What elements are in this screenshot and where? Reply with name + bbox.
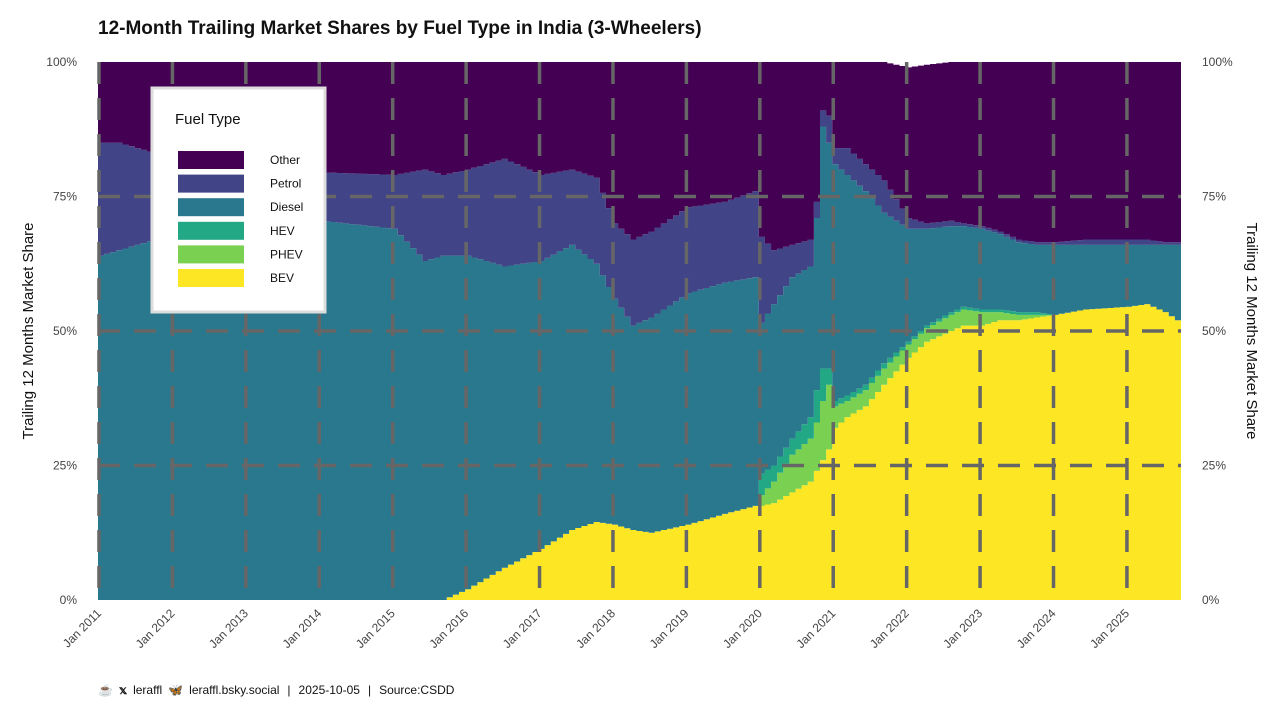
- y-tick-label-right: 0%: [1202, 593, 1220, 607]
- legend-swatch-phev: [178, 245, 244, 264]
- grid-layer: [97, 62, 1181, 600]
- footer: ☕ 𝕩 leraffl 🦋 leraffl.bsky.social | 2025…: [98, 683, 454, 697]
- y-tick-label-right: 25%: [1202, 459, 1226, 473]
- area-diesel: [98, 126, 1181, 600]
- legend-label-other: Other: [270, 153, 300, 167]
- footer-separator: |: [287, 683, 291, 697]
- y-tick-label-left: 50%: [53, 324, 77, 338]
- footer-handle-x: leraffl: [133, 683, 163, 697]
- y-tick-label-left: 0%: [60, 593, 78, 607]
- legend-swatch-diesel: [178, 198, 244, 217]
- legend-label-hev: HEV: [270, 224, 295, 238]
- butterfly-icon: 🦋: [168, 683, 184, 697]
- x-logo-icon: 𝕩: [118, 683, 128, 697]
- footer-source: Source:CSDD: [379, 683, 455, 697]
- y-tick-label-right: 100%: [1202, 55, 1233, 69]
- legend-swatch-other: [178, 151, 244, 169]
- x-tick-label: Jan 2017: [500, 606, 545, 651]
- legend: Fuel Type Other Petrol Diesel HEV PHEV BEV: [150, 86, 327, 314]
- x-tick-label: Jan 2014: [280, 606, 325, 651]
- y-tick-label-left: 75%: [53, 190, 77, 204]
- legend-label-bev: BEV: [270, 271, 294, 285]
- mug-icon: ☕: [98, 683, 113, 697]
- x-tick-label: Jan 2022: [867, 606, 912, 651]
- x-tick-label: Jan 2013: [206, 606, 251, 651]
- y-tick-label-left: 100%: [46, 55, 77, 69]
- area-other: [98, 62, 1181, 251]
- footer-date: 2025-10-05: [298, 683, 360, 697]
- chart-title: 12-Month Trailing Market Shares by Fuel …: [98, 18, 702, 39]
- y-axis-title-right: Trailing 12 Months Market Share: [1243, 222, 1260, 439]
- legend-title: Fuel Type: [175, 111, 241, 128]
- y-tick-label-left: 25%: [53, 459, 77, 473]
- legend-label-diesel: Diesel: [270, 200, 303, 214]
- area-bev: [98, 304, 1181, 600]
- footer-handle-bsky: leraffl.bsky.social: [189, 683, 280, 697]
- x-tick-label: Jan 2011: [60, 606, 104, 650]
- y-tick-label-right: 75%: [1202, 190, 1226, 204]
- legend-label-phev: PHEV: [270, 247, 303, 261]
- x-tick-label: Jan 2025: [1087, 606, 1132, 651]
- x-tick-label: Jan 2024: [1014, 606, 1059, 651]
- legend-swatch-hev: [178, 221, 244, 240]
- y-tick-label-right: 50%: [1202, 324, 1226, 338]
- legend-label-petrol: Petrol: [270, 177, 301, 191]
- legend-swatch-bev: [178, 269, 244, 287]
- x-tick-label: Jan 2021: [794, 606, 839, 651]
- x-tick-label: Jan 2018: [573, 606, 618, 651]
- x-tick-label: Jan 2020: [720, 606, 765, 651]
- footer-separator: |: [367, 683, 372, 697]
- x-tick-label: Jan 2016: [426, 606, 471, 651]
- y-axis-title-left: Trailing 12 Months Market Share: [20, 222, 37, 439]
- legend-swatch-petrol: [178, 174, 244, 193]
- x-tick-label: Jan 2019: [647, 606, 692, 651]
- x-tick-label: Jan 2023: [940, 606, 985, 651]
- x-tick-label: Jan 2015: [353, 606, 398, 651]
- x-tick-label: Jan 2012: [133, 606, 178, 651]
